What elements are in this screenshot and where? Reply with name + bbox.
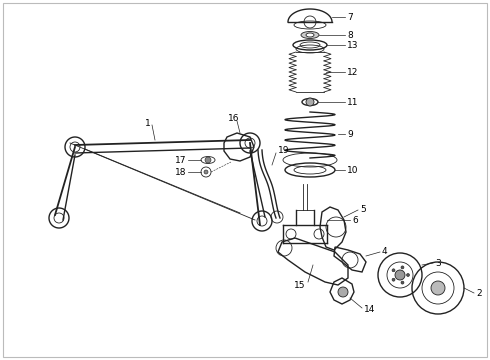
Text: 4: 4 (382, 248, 388, 256)
Text: 16: 16 (228, 113, 240, 122)
Circle shape (205, 157, 211, 163)
Circle shape (395, 270, 405, 280)
Text: 9: 9 (347, 130, 353, 139)
Text: 10: 10 (347, 166, 359, 175)
Circle shape (401, 266, 404, 269)
Circle shape (431, 281, 445, 295)
Text: 8: 8 (347, 31, 353, 40)
Text: 6: 6 (352, 216, 358, 225)
Text: 14: 14 (364, 306, 375, 315)
Ellipse shape (301, 32, 319, 39)
Circle shape (401, 281, 404, 284)
Text: 12: 12 (347, 68, 358, 77)
Circle shape (204, 170, 208, 174)
Circle shape (392, 278, 395, 281)
Text: 3: 3 (435, 258, 441, 267)
Text: 5: 5 (360, 204, 366, 213)
Text: 11: 11 (347, 98, 359, 107)
Text: 13: 13 (347, 41, 359, 50)
Circle shape (338, 287, 348, 297)
Text: 2: 2 (476, 288, 482, 297)
Circle shape (407, 274, 410, 276)
Text: 15: 15 (294, 280, 306, 289)
Text: 19: 19 (278, 145, 290, 154)
Text: 7: 7 (347, 13, 353, 22)
Text: 17: 17 (174, 156, 186, 165)
Circle shape (306, 98, 314, 106)
Ellipse shape (306, 33, 314, 37)
Circle shape (392, 269, 395, 272)
Text: 18: 18 (174, 167, 186, 176)
Text: 1: 1 (145, 118, 151, 127)
